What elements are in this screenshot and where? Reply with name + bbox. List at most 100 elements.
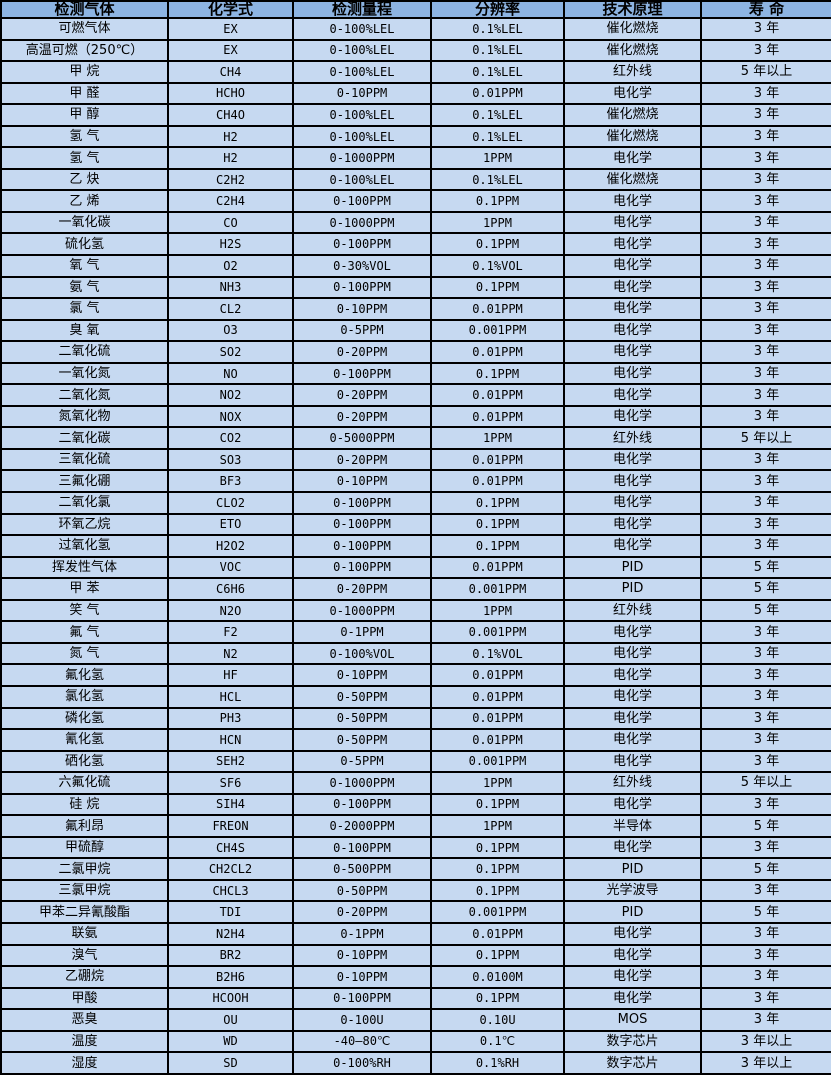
cell-lifespan: 3 年	[700, 706, 831, 731]
cell-principle: 催化燃烧	[563, 103, 702, 127]
cell-range: 0-500PPM	[292, 857, 432, 881]
cell-gas: 乙 烯	[0, 189, 169, 213]
cell-resolution: 0.1%LEL	[430, 167, 565, 192]
cell-resolution: 0.001PPM	[430, 318, 565, 343]
cell-formula: HCOOH	[167, 986, 294, 1011]
table-row: 硅 烷 SIH4 0-100PPM 0.1PPM 电化学 3 年	[0, 792, 831, 817]
cell-lifespan: 5 年	[700, 857, 831, 881]
cell-resolution: 0.1%LEL	[430, 124, 565, 149]
cell-principle: 电化学	[563, 318, 702, 343]
cell-principle: 催化燃烧	[563, 124, 702, 149]
cell-principle: 电化学	[563, 792, 702, 817]
cell-gas: 湿度	[0, 1051, 169, 1075]
cell-gas: 一氧化氮	[0, 361, 169, 386]
table-row: 甲苯二异氰酸酯 TDI 0-20PPM 0.001PPM PID 5 年	[0, 900, 831, 924]
cell-formula: N2H4	[167, 921, 294, 946]
cell-resolution: 0.1PPM	[430, 361, 565, 386]
cell-gas: 联氨	[0, 921, 169, 946]
column-header-range: 检测量程	[292, 0, 432, 19]
cell-formula: HCHO	[167, 81, 294, 106]
cell-gas: 氨 气	[0, 275, 169, 300]
cell-resolution: 0.01PPM	[430, 81, 565, 106]
cell-gas: 可燃气体	[0, 17, 169, 41]
cell-principle: 电化学	[563, 749, 702, 774]
cell-resolution: 1PPM	[430, 146, 565, 170]
cell-gas: 二氯甲烷	[0, 857, 169, 881]
cell-resolution: 0.1PPM	[430, 986, 565, 1011]
cell-resolution: 0.01PPM	[430, 340, 565, 364]
cell-principle: 电化学	[563, 512, 702, 537]
cell-range: 0-20PPM	[292, 577, 432, 601]
cell-lifespan: 3 年	[700, 297, 831, 321]
cell-resolution: 0.0100M	[430, 965, 565, 989]
cell-formula: C2H2	[167, 167, 294, 192]
cell-lifespan: 3 年	[700, 447, 831, 472]
table-row: 三氟化硼 BF3 0-10PPM 0.01PPM 电化学 3 年	[0, 469, 831, 494]
cell-lifespan: 5 年以上	[700, 426, 831, 450]
table-row: 联氨 N2H4 0-1PPM 0.01PPM 电化学 3 年	[0, 921, 831, 946]
table-row: 甲 苯 C6H6 0-20PPM 0.001PPM PID 5 年	[0, 577, 831, 601]
cell-gas: 乙硼烷	[0, 965, 169, 989]
cell-lifespan: 3 年	[700, 318, 831, 343]
cell-lifespan: 3 年以上	[700, 1029, 831, 1054]
cell-lifespan: 3 年	[700, 965, 831, 989]
cell-principle: 电化学	[563, 620, 702, 644]
cell-principle: 电化学	[563, 275, 702, 300]
table-row: 二氧化碳 CO2 0-5000PPM 1PPM 红外线 5 年以上	[0, 426, 831, 450]
cell-principle: 红外线	[563, 598, 702, 623]
table-row: 三氧化硫 SO3 0-20PPM 0.01PPM 电化学 3 年	[0, 447, 831, 472]
cell-range: 0-1000PPM	[292, 771, 432, 795]
cell-range: 0-50PPM	[292, 684, 432, 709]
cell-range: 0-100%LEL	[292, 103, 432, 127]
cell-resolution: 0.01PPM	[430, 447, 565, 472]
cell-range: 0-100PPM	[292, 275, 432, 300]
cell-principle: MOS	[563, 1008, 702, 1032]
cell-lifespan: 5 年	[700, 577, 831, 601]
cell-gas: 氢 气	[0, 146, 169, 170]
cell-range: 0-100PPM	[292, 361, 432, 386]
cell-gas: 硒化氢	[0, 749, 169, 774]
cell-lifespan: 3 年	[700, 749, 831, 774]
cell-lifespan: 5 年	[700, 555, 831, 580]
cell-formula: NO	[167, 361, 294, 386]
cell-lifespan: 3 年	[700, 835, 831, 860]
cell-range: -40—80℃	[292, 1029, 432, 1054]
cell-range: 0-100PPM	[292, 189, 432, 213]
cell-resolution: 0.1PPM	[430, 857, 565, 881]
cell-range: 0-100%LEL	[292, 60, 432, 84]
cell-range: 0-100PPM	[292, 534, 432, 558]
cell-gas: 温度	[0, 1029, 169, 1054]
cell-lifespan: 3 年	[700, 340, 831, 364]
cell-range: 0-5PPM	[292, 318, 432, 343]
cell-resolution: 0.1PPM	[430, 878, 565, 903]
column-header-formula: 化学式	[167, 0, 294, 19]
cell-formula: OU	[167, 1008, 294, 1032]
cell-resolution: 0.1%VOL	[430, 641, 565, 666]
table-row: 恶臭 OU 0-100U 0.10U MOS 3 年	[0, 1008, 831, 1032]
cell-range: 0-100U	[292, 1008, 432, 1032]
cell-principle: 红外线	[563, 771, 702, 795]
cell-range: 0-50PPM	[292, 706, 432, 731]
cell-formula: CH4O	[167, 103, 294, 127]
column-header-lifespan: 寿 命	[700, 0, 831, 19]
cell-gas: 三氯甲烷	[0, 878, 169, 903]
cell-resolution: 0.01PPM	[430, 404, 565, 429]
cell-principle: 电化学	[563, 297, 702, 321]
table-row: 可燃气体 EX 0-100%LEL 0.1%LEL 催化燃烧 3 年	[0, 17, 831, 41]
cell-principle: 电化学	[563, 943, 702, 968]
cell-resolution: 0.1PPM	[430, 491, 565, 515]
cell-range: 0-100PPM	[292, 232, 432, 256]
cell-gas: 恶臭	[0, 1008, 169, 1032]
cell-resolution: 0.1PPM	[430, 792, 565, 817]
table-row: 甲 烷 CH4 0-100%LEL 0.1%LEL 红外线 5 年以上	[0, 60, 831, 84]
cell-resolution: 0.01PPM	[430, 383, 565, 407]
cell-lifespan: 3 年	[700, 943, 831, 968]
cell-range: 0-2000PPM	[292, 814, 432, 838]
cell-formula: BR2	[167, 943, 294, 968]
cell-lifespan: 3 年	[700, 663, 831, 687]
table-row: 乙 炔 C2H2 0-100%LEL 0.1%LEL 催化燃烧 3 年	[0, 167, 831, 192]
cell-range: 0-10PPM	[292, 469, 432, 494]
cell-lifespan: 3 年以上	[700, 1051, 831, 1075]
cell-resolution: 0.1PPM	[430, 534, 565, 558]
cell-resolution: 0.001PPM	[430, 900, 565, 924]
